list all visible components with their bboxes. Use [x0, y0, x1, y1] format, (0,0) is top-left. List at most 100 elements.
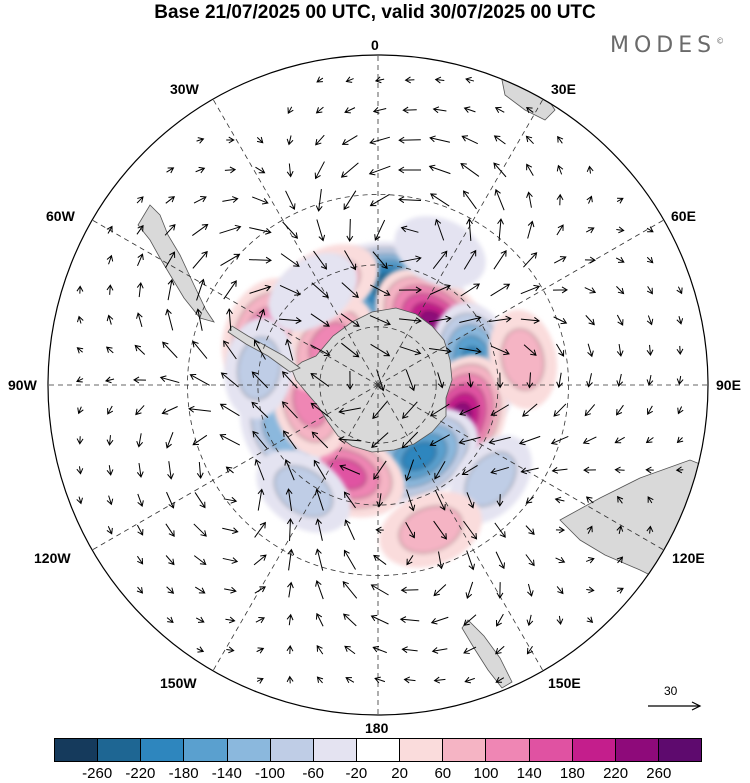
wind-arrow — [315, 106, 324, 114]
wind-arrow — [645, 436, 654, 444]
wind-arrow — [310, 344, 331, 356]
wind-arrow — [585, 557, 595, 564]
wind-arrow — [256, 677, 264, 684]
wind-arrow — [372, 401, 388, 420]
wind-arrow — [647, 405, 653, 415]
meridian-line — [92, 219, 379, 386]
wind-arrow — [526, 614, 534, 627]
colorbar-bin-9 — [443, 739, 487, 761]
wind-arrow — [398, 286, 422, 294]
colorbar-tick-label: -180 — [168, 765, 199, 782]
colorbar-bin-13 — [615, 739, 659, 761]
colorbar-tick-label: -20 — [345, 765, 368, 782]
antarctica-landmass — [291, 307, 453, 453]
copyright-mark: © — [716, 36, 725, 46]
colorbar-bin-1 — [98, 739, 142, 761]
colorbar — [54, 738, 702, 762]
wind-arrow — [429, 284, 451, 295]
brand-name: MODES — [610, 33, 717, 58]
wind-arrow — [106, 225, 113, 234]
wind-arrow — [526, 163, 534, 176]
wind-arrow — [527, 583, 534, 597]
wind-arrow — [311, 431, 329, 449]
wind-arrow — [555, 526, 566, 534]
wind-arrow — [278, 317, 302, 324]
wind-arrow — [406, 489, 416, 512]
wind-arrow — [105, 346, 114, 354]
wind-arrow — [136, 282, 144, 298]
wind-arrow — [556, 193, 564, 206]
wind-arrow — [495, 645, 505, 655]
wind-arrow — [584, 287, 597, 294]
colorbar-tick-label: 260 — [646, 765, 672, 782]
wind-arrow — [437, 551, 445, 570]
wind-arrow — [466, 550, 475, 571]
wind-arrow — [525, 106, 534, 114]
wind-arrow — [430, 193, 450, 207]
wind-arrow — [137, 493, 144, 507]
wind-arrow — [286, 163, 294, 178]
wind-arrow — [345, 677, 355, 684]
wind-arrow — [462, 190, 477, 210]
wind-arrow — [372, 645, 387, 654]
wind-arrow — [137, 253, 144, 267]
wind-arrow — [582, 436, 597, 445]
wind-arrow — [316, 676, 324, 684]
colorbar-bin-14 — [658, 739, 702, 761]
wind-arrow — [287, 581, 294, 598]
wind-arrow — [460, 163, 480, 177]
wind-arrow — [493, 250, 507, 270]
wind-arrow — [646, 286, 653, 295]
wind-arrow — [615, 256, 625, 263]
wind-arrow — [586, 586, 595, 594]
wind-arrow — [249, 284, 272, 294]
wind-arrow — [256, 136, 264, 144]
wind-arrow — [280, 253, 300, 267]
wind-arrow — [315, 189, 323, 212]
wind-arrow — [433, 676, 446, 684]
wind-arrow — [616, 226, 625, 234]
wind-arrow — [553, 403, 567, 417]
wind-arrow — [166, 586, 175, 594]
wind-arrow — [106, 435, 114, 446]
wind-arrow — [164, 223, 176, 236]
wind-arrow — [105, 376, 115, 384]
wind-arrow — [106, 284, 114, 295]
colorbar-tick-label: 60 — [434, 765, 452, 782]
wind-arrow — [646, 374, 654, 386]
wind-arrow — [429, 135, 451, 143]
wind-arrow — [76, 347, 84, 354]
wind-arrow — [404, 459, 415, 482]
wind-arrow — [195, 586, 206, 594]
wind-arrow — [527, 220, 535, 239]
wind-vectors — [76, 76, 684, 684]
wind-arrow — [219, 434, 240, 446]
wind-arrow — [676, 436, 684, 444]
wind-arrow — [255, 308, 266, 331]
wind-arrow — [196, 646, 205, 653]
wind-arrow — [249, 227, 272, 235]
wind-arrow — [340, 162, 359, 178]
wind-arrow — [431, 647, 448, 654]
wind-arrow — [76, 436, 84, 445]
wind-arrow — [192, 250, 208, 269]
wind-arrow — [489, 315, 512, 323]
wind-arrow — [136, 312, 143, 327]
wind-arrow — [556, 372, 563, 389]
wind-arrow — [282, 221, 299, 239]
wind-arrow — [490, 345, 510, 356]
wind-arrow — [219, 403, 240, 417]
wind-arrow — [430, 616, 449, 625]
wind-arrow — [556, 164, 564, 175]
wind-arrow — [195, 616, 205, 623]
wind-arrow — [556, 586, 564, 595]
wind-arrow — [553, 256, 567, 264]
lon-label-90w: 90W — [8, 377, 37, 393]
wind-arrow — [195, 308, 203, 331]
wind-arrow — [399, 346, 422, 356]
wind-arrow — [136, 433, 144, 448]
wind-arrow — [196, 278, 206, 301]
wind-arrow — [459, 405, 481, 416]
wind-arrow — [136, 586, 144, 594]
wind-arrow — [196, 461, 204, 479]
